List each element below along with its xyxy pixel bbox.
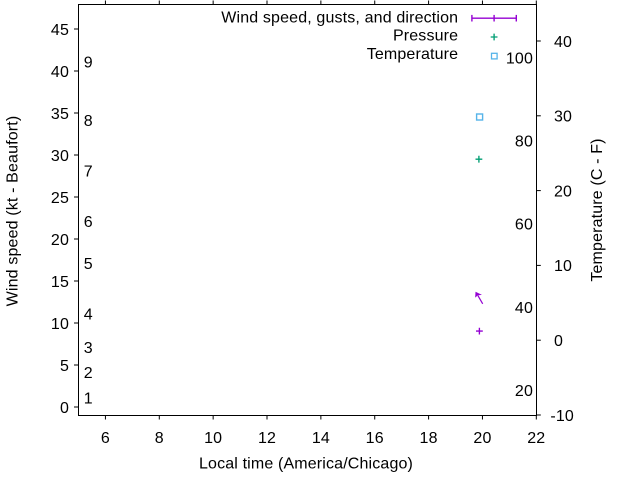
svg-text:-10: -10 [550,408,574,425]
svg-text:Wind speed, gusts, and directi: Wind speed, gusts, and direction [221,9,458,26]
svg-text:Pressure: Pressure [393,27,458,44]
svg-text:20: 20 [515,383,533,400]
svg-text:45: 45 [51,22,69,39]
svg-text:100: 100 [506,50,533,67]
svg-text:Temperature: Temperature [367,46,458,63]
svg-text:2: 2 [84,365,93,382]
svg-text:60: 60 [515,217,533,234]
svg-text:5: 5 [84,256,93,273]
svg-text:8: 8 [84,113,93,130]
svg-text:6: 6 [101,430,110,447]
svg-text:10: 10 [554,258,572,275]
svg-text:6: 6 [84,214,93,231]
svg-text:5: 5 [60,358,69,375]
svg-text:80: 80 [515,134,533,151]
svg-text:40: 40 [51,64,69,81]
svg-text:30: 30 [554,109,572,126]
svg-text:4: 4 [84,306,93,323]
svg-text:20: 20 [51,232,69,249]
svg-text:16: 16 [366,430,384,447]
svg-text:10: 10 [204,430,222,447]
svg-text:20: 20 [473,430,491,447]
svg-text:35: 35 [51,106,69,123]
svg-text:3: 3 [84,340,93,357]
svg-text:20: 20 [554,183,572,200]
svg-text:0: 0 [60,400,69,417]
svg-text:Temperature (C - F): Temperature (C - F) [589,138,606,281]
svg-text:12: 12 [258,430,276,447]
svg-text:9: 9 [84,54,93,71]
svg-text:22: 22 [527,430,545,447]
svg-text:40: 40 [554,34,572,51]
svg-text:40: 40 [515,300,533,317]
svg-text:0: 0 [554,333,563,350]
svg-text:1: 1 [84,390,93,407]
svg-text:8: 8 [155,430,164,447]
svg-text:18: 18 [420,430,438,447]
svg-text:10: 10 [51,316,69,333]
svg-text:Local time (America/Chicago): Local time (America/Chicago) [199,455,413,472]
svg-text:25: 25 [51,190,69,207]
svg-text:Wind speed (kt - Beaufort): Wind speed (kt - Beaufort) [5,116,22,307]
svg-text:15: 15 [51,274,69,291]
svg-text:7: 7 [84,164,93,181]
svg-text:14: 14 [312,430,330,447]
svg-text:30: 30 [51,148,69,165]
